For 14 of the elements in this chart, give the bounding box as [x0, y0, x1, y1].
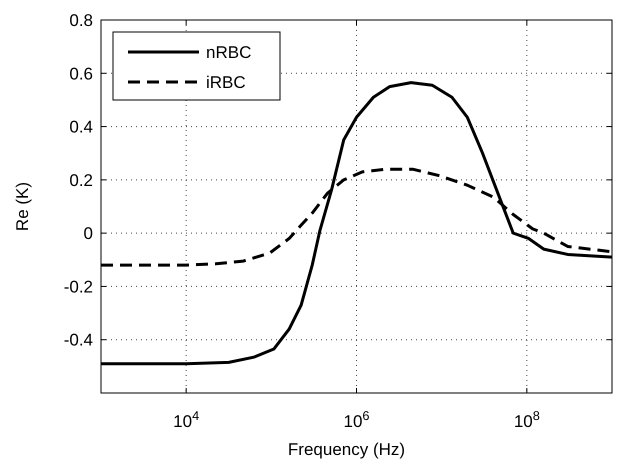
legend-label: iRBC	[206, 73, 246, 92]
y-tick-label: 0.4	[69, 118, 93, 137]
y-tick-label: 0.6	[69, 64, 93, 84]
y-tick-label: -0.2	[64, 277, 93, 296]
y-axis-title: Re (K)	[13, 182, 32, 232]
legend-label: nRBC	[206, 43, 252, 62]
x-tick-label: 10$^{8}$	[514, 408, 540, 431]
x-axis-title: Frequency (Hz)	[288, 440, 406, 459]
y-tick-label: 0.8	[69, 11, 93, 30]
x-tick-label: 10$^{6}$	[343, 408, 370, 431]
x-tick-label: 10$^{4}$	[173, 408, 200, 431]
y-tick-label: -0.4	[64, 330, 93, 350]
y-tick-label: 0	[84, 224, 93, 244]
y-tick-label: 0.2	[69, 170, 93, 190]
